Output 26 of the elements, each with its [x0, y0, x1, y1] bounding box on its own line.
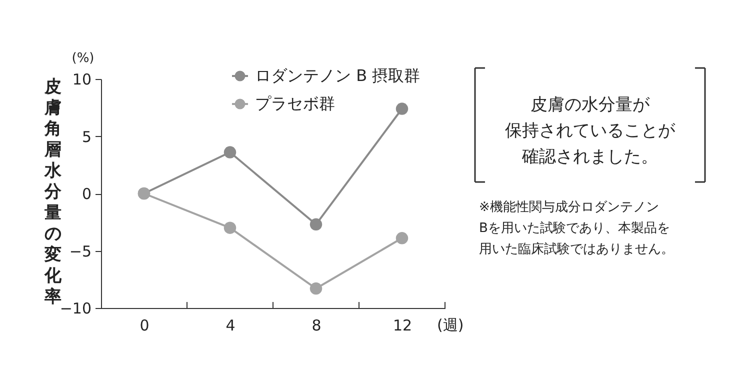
- text: 保持されていることが: [505, 121, 676, 141]
- y-tick-label: 0: [82, 185, 92, 203]
- x-axis-title: (週): [437, 316, 464, 334]
- point: [224, 222, 236, 234]
- x-tick-label: 8: [312, 316, 322, 334]
- text: 皮膚の水分量が: [530, 95, 650, 115]
- text: 確認されました。: [521, 147, 658, 167]
- point: [396, 102, 408, 115]
- x-tick-label: 0: [140, 316, 150, 334]
- text: ※機能性関与成分ロダンテノン: [479, 200, 659, 215]
- y-tick-label: −10: [60, 300, 92, 318]
- y-tick-label: 10: [72, 70, 92, 88]
- point: [396, 232, 408, 244]
- y-tick-label: −5: [69, 242, 92, 260]
- point: [224, 146, 236, 158]
- text: 用いた臨床試験ではありません。: [479, 242, 674, 257]
- x-tick-label: 4: [226, 316, 236, 334]
- point: [310, 218, 322, 231]
- legend-label: プラセボ群: [255, 94, 335, 113]
- text: 皮膚角層水分量の変化率: [44, 77, 62, 307]
- y-tick-label: 5: [82, 128, 92, 146]
- text: Bを用いた試験であり、本製品を: [479, 221, 670, 236]
- x-tick-label: 12: [392, 316, 412, 334]
- point: [310, 282, 322, 295]
- text: (%): [72, 51, 94, 66]
- legend-label: ロダンテノン B 摂取群: [255, 66, 420, 85]
